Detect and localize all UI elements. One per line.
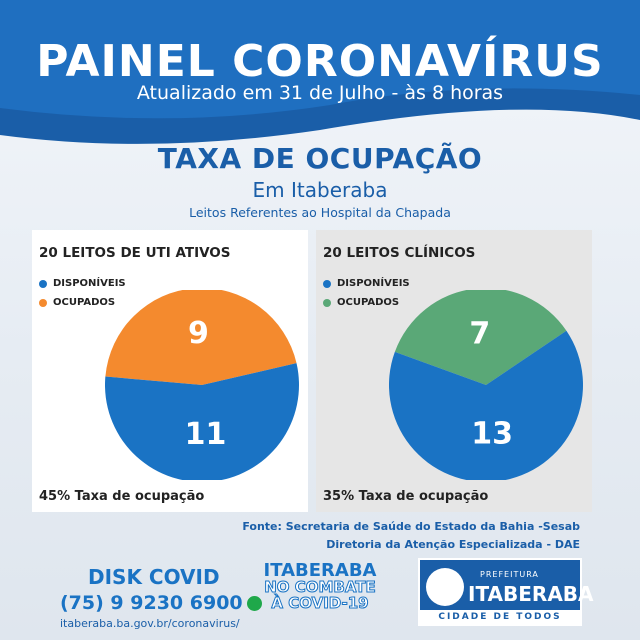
disk-covid-label: DISK COVID — [88, 565, 220, 589]
pie-label-occupied: 9 — [188, 316, 209, 351]
clinic-occupancy-rate: 35% Taxa de ocupação — [323, 489, 489, 504]
source-line-2: Diretoria da Atenção Especializada - DAE — [326, 538, 580, 551]
legend-label-available: DISPONÍVEIS — [337, 278, 410, 289]
pie-slice-available — [105, 363, 299, 480]
legend-swatch-available — [39, 279, 47, 288]
clinic-panel-title: 20 LEITOS CLÍNICOS — [323, 245, 476, 261]
page-title: PAINEL CORONAVÍRUS — [36, 36, 604, 87]
pie-label-available: 11 — [185, 417, 227, 452]
legend-item-occupied: OCUPADOS — [39, 293, 126, 312]
clinic-legend: DISPONÍVEIS OCUPADOS — [323, 274, 410, 312]
section-title: TAXA DE OCUPAÇÃO — [157, 142, 483, 175]
city-slogan: CIDADE DE TODOS — [420, 610, 580, 624]
clinic-panel: 20 LEITOS CLÍNICOS DISPONÍVEIS OCUPADOS … — [316, 230, 592, 512]
campaign-line-3: À COVID-19 — [271, 594, 369, 612]
legend-label-available: DISPONÍVEIS — [53, 278, 126, 289]
city-emblem-icon — [426, 568, 464, 606]
whatsapp-icon — [246, 595, 262, 611]
campaign-line-1: ITABERABA — [263, 560, 377, 581]
header-banner — [0, 0, 640, 144]
uti-panel: 20 LEITOS DE UTI ATIVOS DISPONÍVEIS OCUP… — [32, 230, 308, 512]
pie-slice-available — [389, 330, 583, 480]
pie-slice-occupied — [105, 290, 297, 385]
pie-label-available: 13 — [471, 417, 513, 452]
campaign-line-2: NO COMBATE — [264, 578, 377, 596]
source-line-1: Fonte: Secretaria de Saúde do Estado da … — [242, 520, 580, 533]
city-name: ITABERABA — [468, 582, 594, 606]
update-subtitle: Atualizado em 31 de Julho - às 8 horas — [136, 82, 504, 104]
legend-label-occupied: OCUPADOS — [53, 297, 116, 308]
legend-item-available: DISPONÍVEIS — [39, 274, 126, 293]
uti-legend: DISPONÍVEIS OCUPADOS — [39, 274, 126, 312]
campaign-logo: ITABERABA NO COMBATE À COVID-19 — [250, 560, 390, 612]
legend-swatch-occupied — [39, 298, 47, 307]
legend-swatch-available — [323, 279, 331, 288]
pie-label-occupied: 7 — [469, 316, 490, 351]
phone-number: (75) 9 9230 6900 — [60, 592, 243, 614]
clinic-pie-chart: 7 13 — [389, 290, 583, 480]
prefeitura-logo: PREFEITURA ITABERABA CIDADE DE TODOS — [418, 558, 594, 626]
section-note: Leitos Referentes ao Hospital da Chapada — [189, 205, 451, 220]
legend-label-occupied: OCUPADOS — [337, 297, 400, 308]
pie-slice-occupied — [394, 290, 567, 385]
source-credit: Fonte: Secretaria de Saúde do Estado da … — [242, 518, 580, 554]
uti-panel-title: 20 LEITOS DE UTI ATIVOS — [39, 245, 231, 261]
prefeitura-label: PREFEITURA — [480, 570, 539, 579]
website-link[interactable]: itaberaba.ba.gov.br/coronavirus/ — [60, 617, 240, 630]
legend-item-occupied: OCUPADOS — [323, 293, 410, 312]
legend-item-available: DISPONÍVEIS — [323, 274, 410, 293]
legend-swatch-occupied — [323, 298, 331, 307]
hotline-phone[interactable]: (75) 9 9230 6900 — [60, 592, 262, 614]
section-location: Em Itaberaba — [252, 178, 388, 202]
uti-pie-chart: 9 11 — [105, 290, 299, 480]
uti-occupancy-rate: 45% Taxa de ocupação — [39, 489, 205, 504]
